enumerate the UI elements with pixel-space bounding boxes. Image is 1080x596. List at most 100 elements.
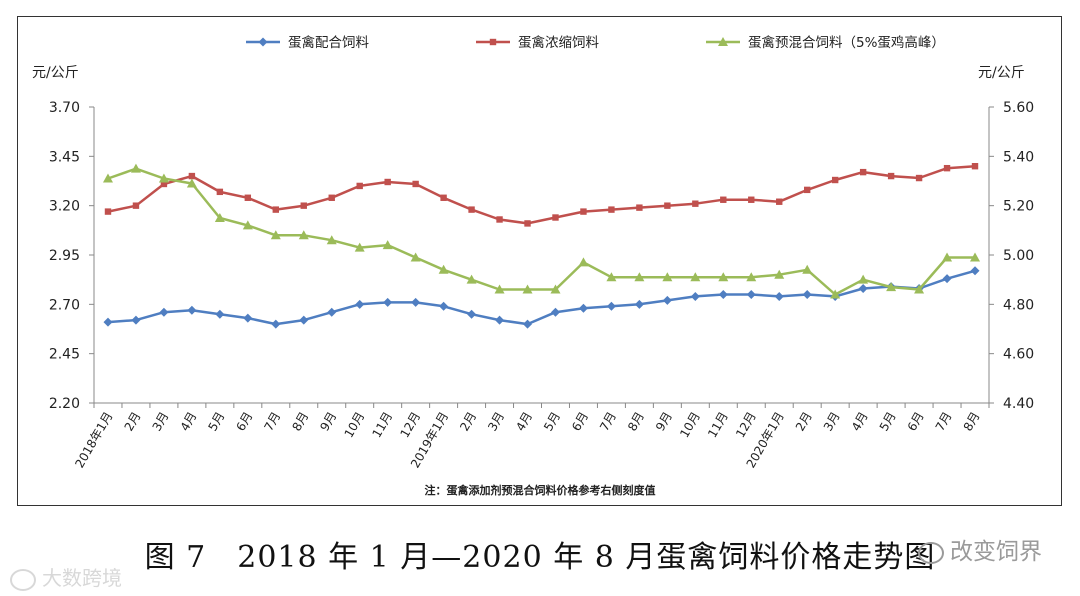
x-tick-label: 8月 [625, 410, 647, 434]
right-tick-label: 5.40 [1003, 149, 1034, 165]
data-point-s0-25 [802, 289, 812, 299]
legend-marker-0 [258, 37, 268, 47]
data-point-s0-1 [131, 315, 141, 325]
x-tick-label: 11月 [370, 410, 396, 441]
data-point-s0-5 [243, 313, 253, 323]
left-tick-label: 3.70 [49, 100, 80, 116]
data-point-s1-1 [132, 202, 140, 209]
legend-marker-2 [718, 37, 728, 46]
data-point-s2-22 [718, 272, 729, 282]
data-point-s2-7 [298, 230, 309, 240]
data-point-s2-4 [214, 213, 225, 222]
x-tick-label: 6月 [569, 410, 591, 434]
watermark-right-text: 改变饲界 [950, 539, 1042, 565]
x-tick-label: 10月 [677, 410, 703, 441]
x-tick-label: 4月 [849, 410, 871, 434]
data-point-s1-26 [831, 176, 839, 184]
x-tick-label: 3月 [485, 410, 507, 434]
x-tick-label: 2018年1月 [72, 410, 115, 471]
x-tick-label: 9月 [653, 410, 675, 434]
data-point-s1-21 [692, 200, 699, 207]
x-tick-label: 2月 [793, 410, 815, 434]
legend-label-0: 蛋禽配合饲料 [288, 34, 369, 51]
x-tick-label: 9月 [317, 410, 339, 434]
data-point-s1-6 [272, 206, 279, 213]
data-point-s2-14 [494, 284, 505, 294]
data-point-s2-10 [382, 240, 393, 250]
data-point-s0-27 [858, 284, 868, 294]
x-tick-label: 10月 [342, 410, 368, 441]
x-tick-label: 8月 [961, 410, 983, 434]
x-tick-label: 3月 [821, 410, 843, 434]
figure-caption: 图 7 2018 年 1 月—2020 年 8 月蛋禽饲料价格走势图 [144, 540, 936, 575]
data-point-s1-29 [915, 174, 923, 182]
wechat-icon [918, 541, 944, 564]
watermark-left-text: 大数跨境 [42, 566, 122, 590]
data-point-s1-30 [943, 164, 951, 172]
data-point-s2-21 [690, 272, 701, 282]
data-point-s2-13 [466, 274, 477, 284]
data-point-s0-24 [774, 291, 784, 301]
x-tick-label: 6月 [233, 410, 255, 434]
data-point-s0-13 [467, 309, 477, 319]
data-point-s1-8 [328, 194, 335, 201]
data-point-s0-0 [103, 317, 113, 327]
data-point-s2-5 [242, 220, 253, 230]
data-point-s2-3 [186, 178, 197, 188]
series-line-1 [107, 164, 976, 225]
data-point-s0-17 [578, 303, 588, 313]
data-point-s1-14 [496, 216, 503, 223]
x-tick-label: 11月 [705, 410, 731, 441]
data-point-s1-22 [720, 196, 727, 203]
data-point-s0-19 [634, 299, 644, 309]
data-point-s2-6 [270, 230, 281, 240]
data-point-s1-16 [552, 214, 559, 221]
data-point-s1-18 [608, 206, 615, 213]
data-point-s1-13 [468, 206, 475, 213]
data-point-s1-19 [636, 204, 643, 211]
data-point-s2-31 [970, 252, 981, 262]
data-point-s2-11 [410, 252, 421, 262]
right-tick-label: 4.80 [1003, 297, 1034, 313]
data-point-s0-31 [970, 266, 980, 276]
data-point-s1-12 [440, 194, 447, 201]
data-point-s2-30 [942, 252, 953, 262]
data-point-s2-26 [830, 289, 841, 299]
data-point-s0-3 [187, 305, 197, 315]
left-tick-label: 2.20 [49, 396, 80, 412]
data-point-s1-11 [412, 180, 419, 188]
data-point-s2-9 [354, 242, 365, 252]
data-point-s1-9 [356, 182, 363, 190]
right-tick-label: 4.40 [1003, 396, 1034, 412]
x-tick-label: 2月 [122, 410, 144, 434]
data-point-s1-7 [300, 202, 307, 209]
data-point-s2-0 [102, 173, 113, 183]
x-tick-label: 5月 [877, 410, 899, 434]
data-point-s2-15 [522, 284, 533, 294]
data-point-s0-10 [383, 297, 393, 307]
data-point-s0-22 [718, 289, 728, 299]
x-tick-label: 6月 [905, 410, 927, 434]
data-point-s2-12 [438, 264, 449, 274]
legend-label-2: 蛋禽预混合饲料（5%蛋鸡高峰） [748, 34, 945, 51]
data-point-s0-23 [746, 289, 756, 299]
data-point-s2-2 [158, 173, 169, 183]
data-point-s1-17 [580, 208, 587, 215]
logo-icon [10, 568, 36, 591]
x-tick-label: 4月 [178, 410, 200, 434]
data-point-s0-18 [606, 301, 616, 311]
right-axis-unit: 元/公斤 [978, 65, 1025, 81]
right-tick-label: 4.60 [1003, 347, 1034, 363]
series-line-2 [107, 167, 975, 296]
data-point-s0-30 [942, 274, 952, 284]
data-point-s0-21 [690, 291, 700, 301]
data-point-s2-23 [746, 272, 757, 282]
data-point-s2-1 [130, 163, 141, 173]
data-point-s2-19 [634, 272, 645, 282]
watermark-right: 改变饲界 [918, 532, 1042, 566]
data-point-s0-16 [550, 307, 560, 317]
data-point-s2-20 [662, 272, 673, 282]
data-point-s0-4 [215, 309, 225, 319]
series-line-0 [107, 269, 976, 326]
data-point-s2-27 [858, 274, 869, 284]
